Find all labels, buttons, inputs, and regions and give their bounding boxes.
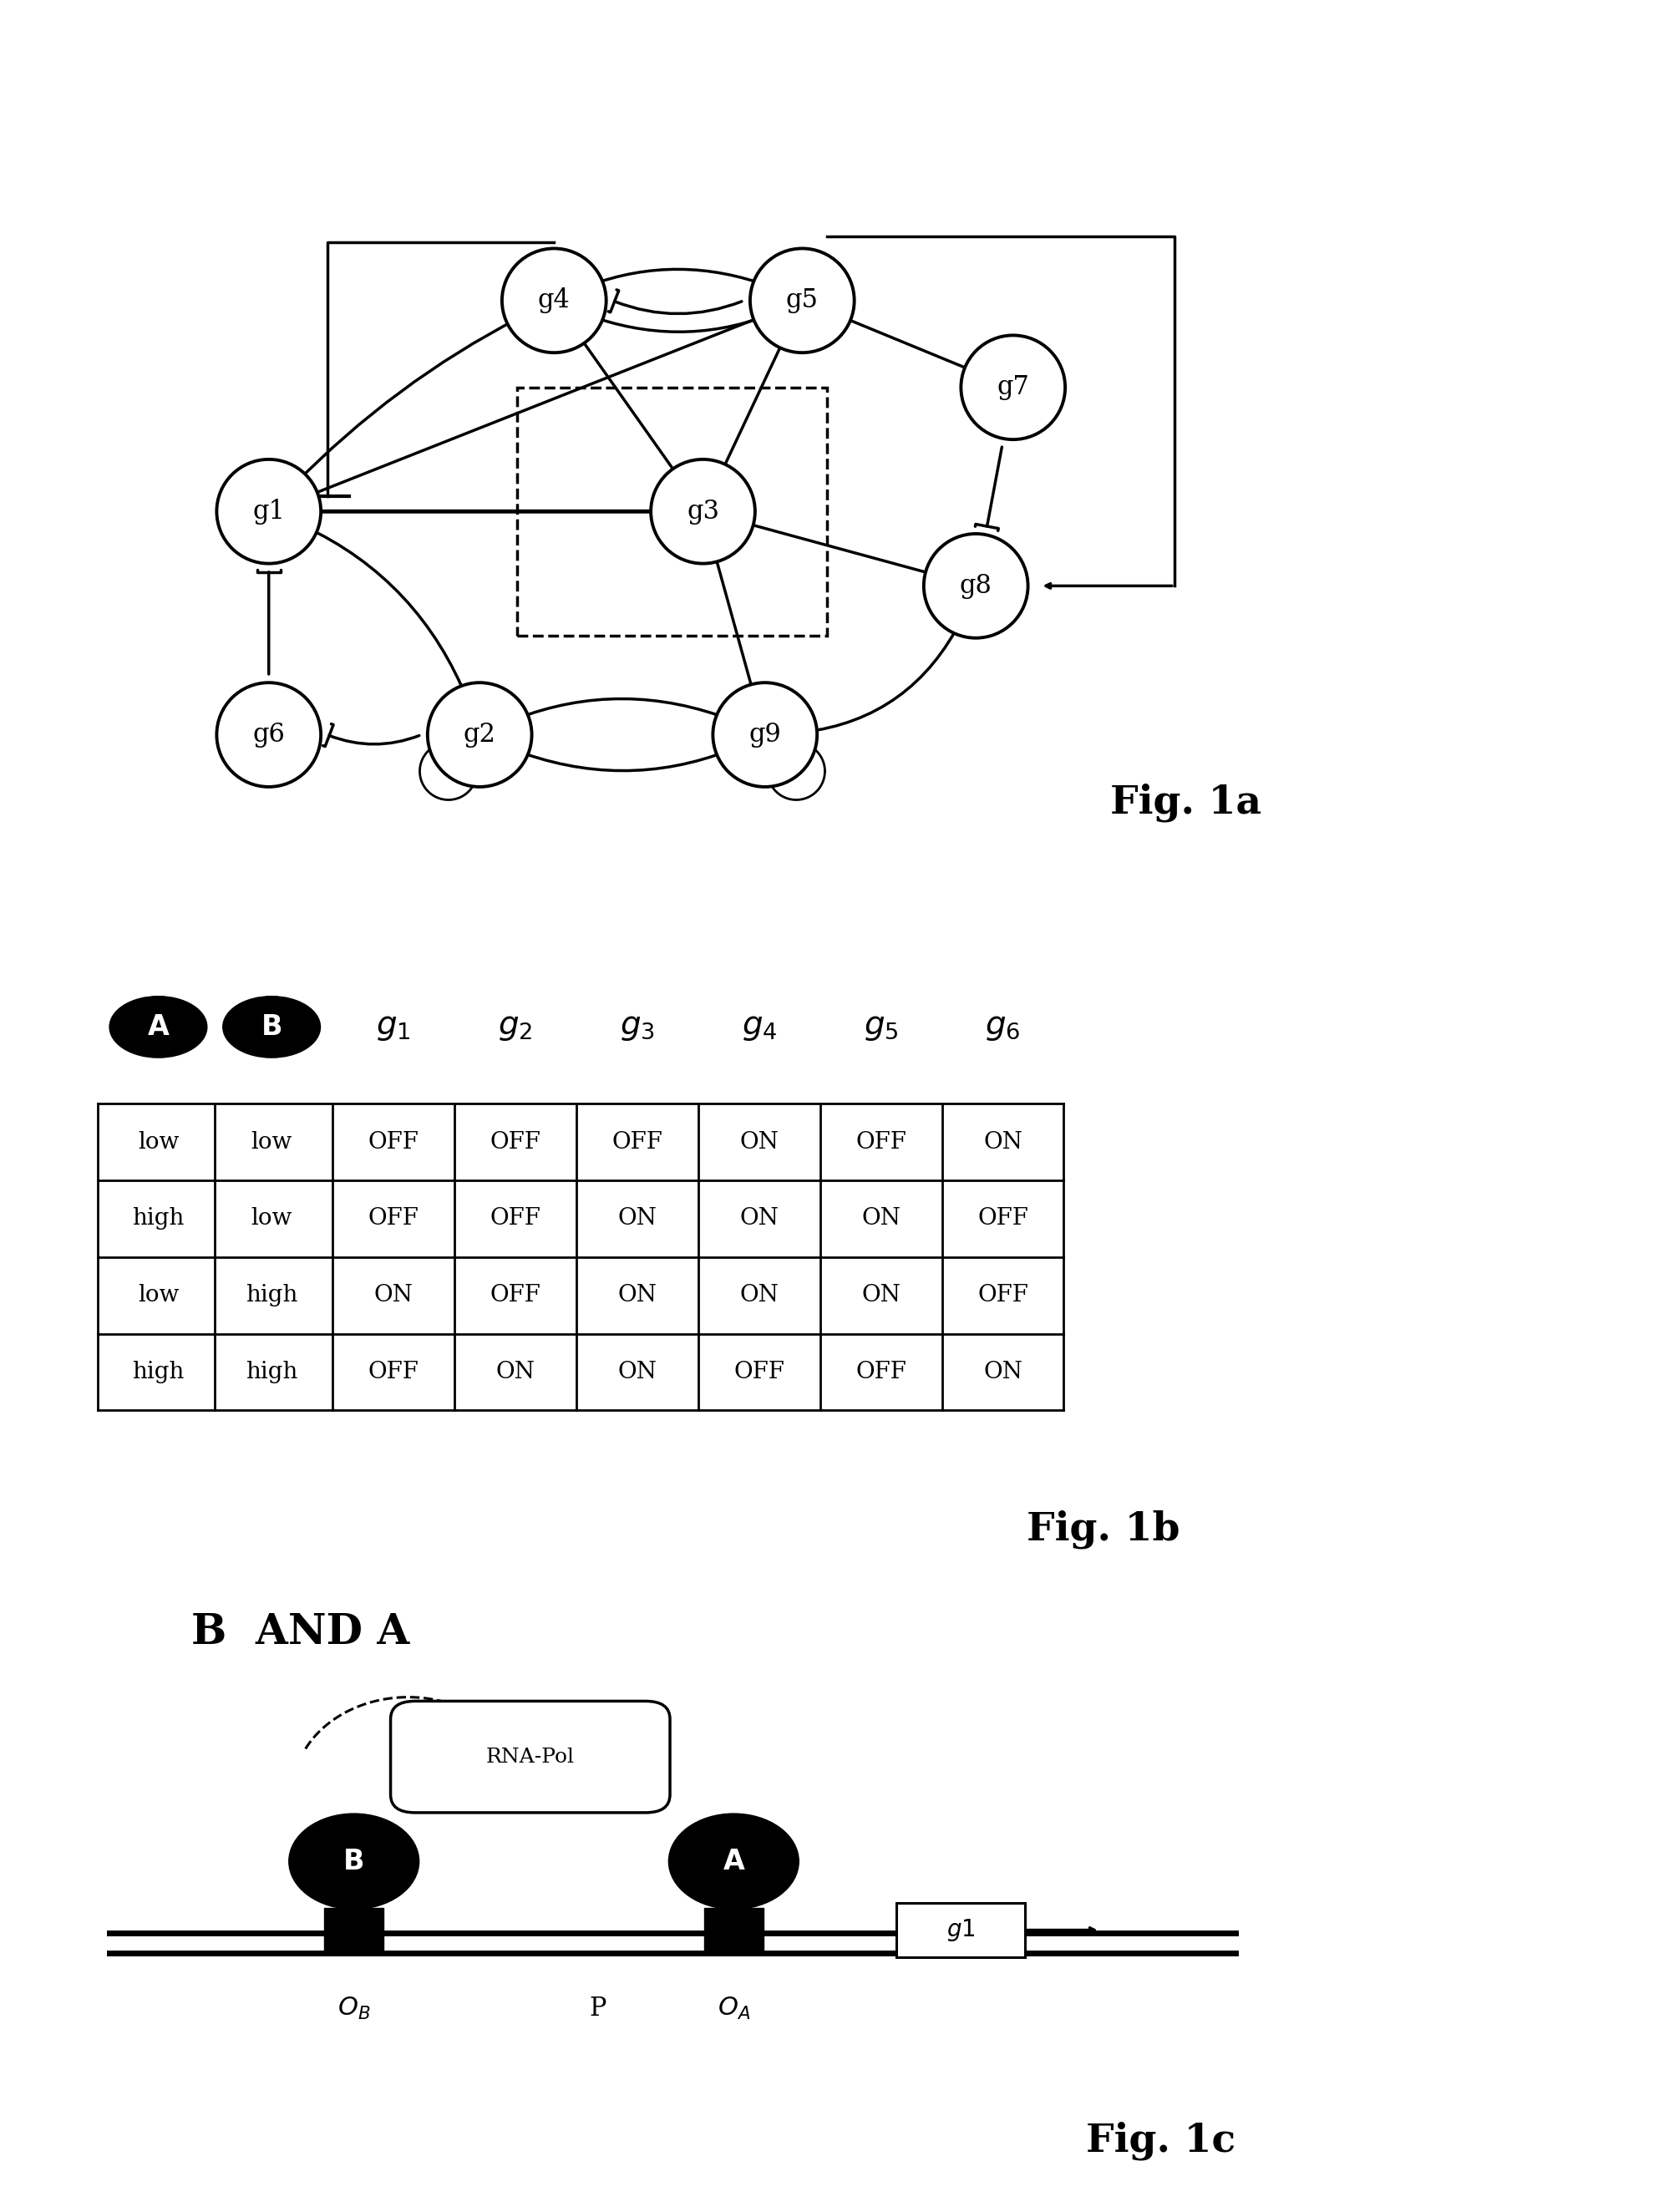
Circle shape (217, 460, 321, 564)
Text: ON: ON (982, 1360, 1022, 1382)
Text: low: low (137, 1130, 179, 1152)
Text: g7: g7 (997, 374, 1029, 400)
Bar (324, 1909, 384, 1953)
Text: ON: ON (739, 1130, 779, 1152)
Circle shape (503, 248, 605, 352)
Circle shape (109, 995, 207, 1057)
Text: ON: ON (374, 1285, 414, 1307)
Bar (705, 1909, 764, 1953)
Text: OFF: OFF (369, 1130, 418, 1152)
Text: low: low (137, 1285, 179, 1307)
Text: g1: g1 (253, 498, 284, 524)
Text: OFF: OFF (369, 1208, 418, 1230)
Text: g4: g4 (538, 288, 571, 314)
Text: high: high (245, 1360, 298, 1382)
Text: OFF: OFF (490, 1130, 541, 1152)
Circle shape (289, 1814, 418, 1909)
Text: Fig. 1b: Fig. 1b (1025, 1509, 1179, 1548)
Text: OFF: OFF (734, 1360, 784, 1382)
Text: $g_2$: $g_2$ (498, 1011, 533, 1042)
Text: g8: g8 (959, 573, 992, 599)
Text: A: A (723, 1847, 744, 1876)
Text: ON: ON (862, 1208, 901, 1230)
Text: B  AND A: B AND A (192, 1613, 410, 1652)
Text: ON: ON (496, 1360, 534, 1382)
Circle shape (925, 533, 1027, 637)
Text: B: B (261, 1013, 283, 1040)
Text: $g_5$: $g_5$ (863, 1011, 898, 1042)
Text: ON: ON (739, 1208, 779, 1230)
Text: OFF: OFF (855, 1130, 906, 1152)
Text: OFF: OFF (855, 1360, 906, 1382)
Text: Fig. 1a: Fig. 1a (1110, 783, 1260, 821)
Text: $g_6$: $g_6$ (986, 1011, 1021, 1042)
Text: ON: ON (617, 1285, 657, 1307)
Circle shape (652, 460, 754, 564)
Text: OFF: OFF (490, 1285, 541, 1307)
Text: OFF: OFF (612, 1130, 663, 1152)
Text: $g1$: $g1$ (946, 1918, 976, 1942)
Text: ON: ON (982, 1130, 1022, 1152)
Circle shape (217, 684, 321, 787)
Text: Fig. 1c: Fig. 1c (1087, 2121, 1236, 2159)
Text: $g_3$: $g_3$ (620, 1011, 655, 1042)
Text: g3: g3 (686, 498, 719, 524)
Circle shape (223, 995, 321, 1057)
Circle shape (713, 684, 817, 787)
Text: low: low (251, 1130, 293, 1152)
Bar (896, 1902, 1025, 1958)
Text: P: P (589, 1995, 607, 2022)
Text: $O_A$: $O_A$ (718, 1995, 749, 2022)
Circle shape (427, 684, 533, 787)
Text: $O_B$: $O_B$ (337, 1995, 370, 2022)
Text: ON: ON (739, 1285, 779, 1307)
Text: g2: g2 (463, 721, 496, 748)
Circle shape (961, 336, 1065, 440)
Text: ON: ON (862, 1285, 901, 1307)
Text: g5: g5 (786, 288, 819, 314)
Text: ON: ON (617, 1208, 657, 1230)
FancyBboxPatch shape (390, 1701, 670, 1812)
Text: high: high (132, 1360, 184, 1382)
Text: OFF: OFF (369, 1360, 418, 1382)
Text: OFF: OFF (978, 1285, 1029, 1307)
Text: $g_1$: $g_1$ (375, 1011, 410, 1042)
Text: $g_4$: $g_4$ (741, 1011, 777, 1042)
Text: OFF: OFF (978, 1208, 1029, 1230)
Text: ON: ON (617, 1360, 657, 1382)
Text: g9: g9 (749, 721, 781, 748)
Text: B: B (344, 1847, 364, 1876)
Text: OFF: OFF (490, 1208, 541, 1230)
Circle shape (749, 248, 853, 352)
Text: high: high (245, 1285, 298, 1307)
Text: RNA-Pol: RNA-Pol (486, 1747, 574, 1767)
Text: A: A (147, 1013, 169, 1040)
Circle shape (668, 1814, 799, 1909)
Text: low: low (251, 1208, 293, 1230)
Text: g6: g6 (253, 721, 284, 748)
Text: high: high (132, 1208, 184, 1230)
